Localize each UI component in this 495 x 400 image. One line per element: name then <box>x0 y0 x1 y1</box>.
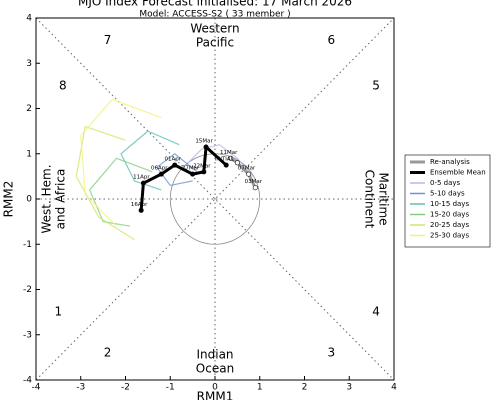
phase-label: 5 <box>372 78 380 92</box>
diagonal <box>35 17 395 381</box>
x-tick-label: -3 <box>76 383 85 393</box>
y-tick-label: -4 <box>23 376 32 386</box>
point-label: 06Apr <box>151 166 168 172</box>
legend-label: 25-30 days <box>430 232 469 240</box>
point <box>234 160 240 166</box>
legend-label: Ensemble Mean <box>430 169 486 177</box>
phase-label: 3 <box>328 345 336 359</box>
y-tick-label: 3 <box>26 59 32 69</box>
legend-label: 0-5 days <box>430 179 461 187</box>
chart-subtitle: Model: ACCESS-S2 ( 33 member ) <box>139 10 290 20</box>
series-line <box>75 125 135 241</box>
chart-title: MJO Index Forecast initialised: 17 March… <box>78 0 352 9</box>
x-tick-label: 1 <box>257 383 263 393</box>
region-label: Maritime <box>377 172 391 225</box>
point <box>190 171 196 177</box>
region-label: Indian <box>196 347 233 361</box>
point-label: INITIAL <box>215 157 235 163</box>
legend-box <box>404 154 491 248</box>
y-tick-label: -2 <box>23 285 32 295</box>
point <box>246 171 252 177</box>
point <box>252 185 258 191</box>
series-line <box>89 157 153 227</box>
x-axis-label: RMM1 <box>197 390 234 400</box>
point-label: 01Apr <box>164 157 181 163</box>
point <box>203 144 209 150</box>
region-label: and Africa <box>53 169 67 230</box>
diagonal <box>35 17 395 381</box>
x-tick-label: 2 <box>302 383 308 393</box>
y-tick-label: -1 <box>23 240 32 250</box>
series-line <box>156 153 198 187</box>
y-tick-label: 4 <box>26 14 32 24</box>
point-label: 11Mar <box>220 150 238 156</box>
phase-label: 8 <box>59 78 67 92</box>
phase-label: 7 <box>104 33 112 47</box>
legend-label: 20-25 days <box>430 221 469 229</box>
legend: Re-analysis Ensemble Mean 0-5 days 5-10 day… <box>404 154 491 248</box>
phase-label: 6 <box>328 33 336 47</box>
point <box>201 169 207 175</box>
x-tick-label: 4 <box>391 383 397 393</box>
point-label: 07Mar <box>238 166 256 172</box>
point-label: 27Mar <box>182 166 200 172</box>
point <box>172 162 178 168</box>
x-tick-label: -4 <box>32 383 41 393</box>
legend-label: 15-20 days <box>430 211 469 219</box>
region-label: Western <box>190 22 239 36</box>
y-tick-label: 0 <box>26 195 32 205</box>
legend-label: Re-analysis <box>430 158 470 166</box>
region-label: West. Hem. <box>39 164 53 233</box>
point <box>158 171 164 177</box>
phase-label: 4 <box>372 305 380 319</box>
legend-label: 5-10 days <box>430 190 465 198</box>
point <box>228 155 234 161</box>
x-tick-label: 0 <box>212 383 218 393</box>
x-tick-label: -1 <box>166 383 175 393</box>
y-axis-label: RMM2 <box>2 181 16 218</box>
series-line <box>229 157 257 189</box>
point-label: 11Apr <box>133 175 150 181</box>
y-tick-label: 2 <box>26 104 32 114</box>
region-label: Ocean <box>196 361 234 375</box>
x-tick-label: -2 <box>121 383 130 393</box>
series-line <box>187 144 254 177</box>
y-tick-label: 1 <box>26 149 32 159</box>
x-tick-label: 3 <box>346 383 352 393</box>
region-label: Continent <box>363 170 377 229</box>
y-tick-label: -3 <box>23 330 32 340</box>
point-label: 15Mar <box>195 138 213 144</box>
point-label: 22Mar <box>193 163 211 169</box>
phase-label: 1 <box>55 305 63 319</box>
phase-label: 2 <box>104 345 112 359</box>
point <box>140 180 146 186</box>
region-label: Pacific <box>196 36 234 50</box>
point <box>223 162 229 168</box>
point-label: 16Apr <box>131 202 148 208</box>
series-line <box>80 98 162 227</box>
series-line <box>139 145 228 211</box>
point-label: 03Mar <box>245 179 263 185</box>
point <box>138 207 144 213</box>
legend-label: 10-15 days <box>430 200 469 208</box>
